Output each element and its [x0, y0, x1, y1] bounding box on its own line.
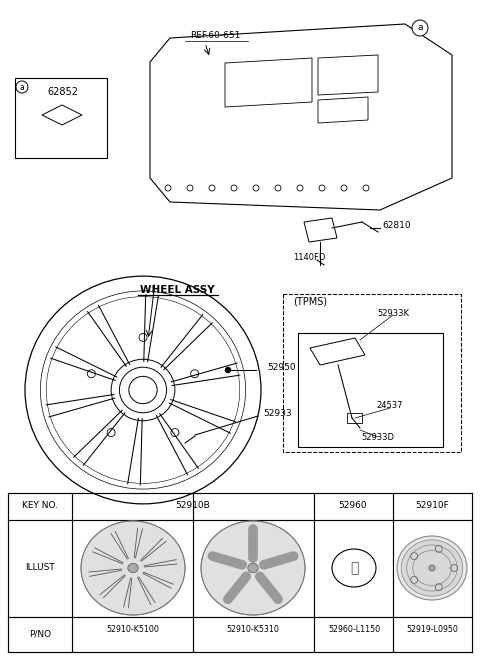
- Text: (TPMS): (TPMS): [293, 297, 327, 307]
- Text: REF.60-651: REF.60-651: [190, 32, 240, 41]
- Text: 52960: 52960: [339, 501, 367, 510]
- Text: P/NO: P/NO: [29, 629, 51, 639]
- Circle shape: [16, 81, 28, 93]
- Circle shape: [226, 367, 230, 373]
- Text: 52910F: 52910F: [415, 501, 449, 510]
- Text: 52960-L1150: 52960-L1150: [328, 625, 380, 633]
- Text: 52919-L0950: 52919-L0950: [406, 625, 458, 633]
- Circle shape: [412, 20, 428, 36]
- Text: 62852: 62852: [48, 87, 79, 97]
- Text: a: a: [417, 24, 423, 32]
- Ellipse shape: [397, 536, 467, 600]
- Text: 52910B: 52910B: [176, 501, 210, 510]
- Ellipse shape: [81, 521, 185, 615]
- Text: 1140FD: 1140FD: [293, 254, 325, 263]
- Text: 52933D: 52933D: [361, 432, 395, 442]
- Text: 52933: 52933: [263, 409, 292, 419]
- Text: 24537: 24537: [377, 401, 403, 409]
- Text: 52950: 52950: [267, 363, 296, 373]
- Text: Ⓗ: Ⓗ: [350, 561, 358, 575]
- Ellipse shape: [201, 521, 305, 615]
- Ellipse shape: [248, 563, 258, 573]
- Text: 52933K: 52933K: [377, 309, 409, 317]
- Ellipse shape: [429, 565, 435, 571]
- Text: 62810: 62810: [382, 221, 410, 231]
- Text: WHEEL ASSY: WHEEL ASSY: [140, 285, 214, 295]
- Text: KEY NO.: KEY NO.: [22, 501, 58, 510]
- Text: ILLUST: ILLUST: [25, 562, 55, 572]
- Text: 52910-K5310: 52910-K5310: [227, 625, 279, 633]
- Text: 52910-K5100: 52910-K5100: [107, 625, 159, 633]
- Text: a: a: [20, 83, 24, 91]
- Ellipse shape: [401, 540, 463, 596]
- Ellipse shape: [128, 563, 138, 573]
